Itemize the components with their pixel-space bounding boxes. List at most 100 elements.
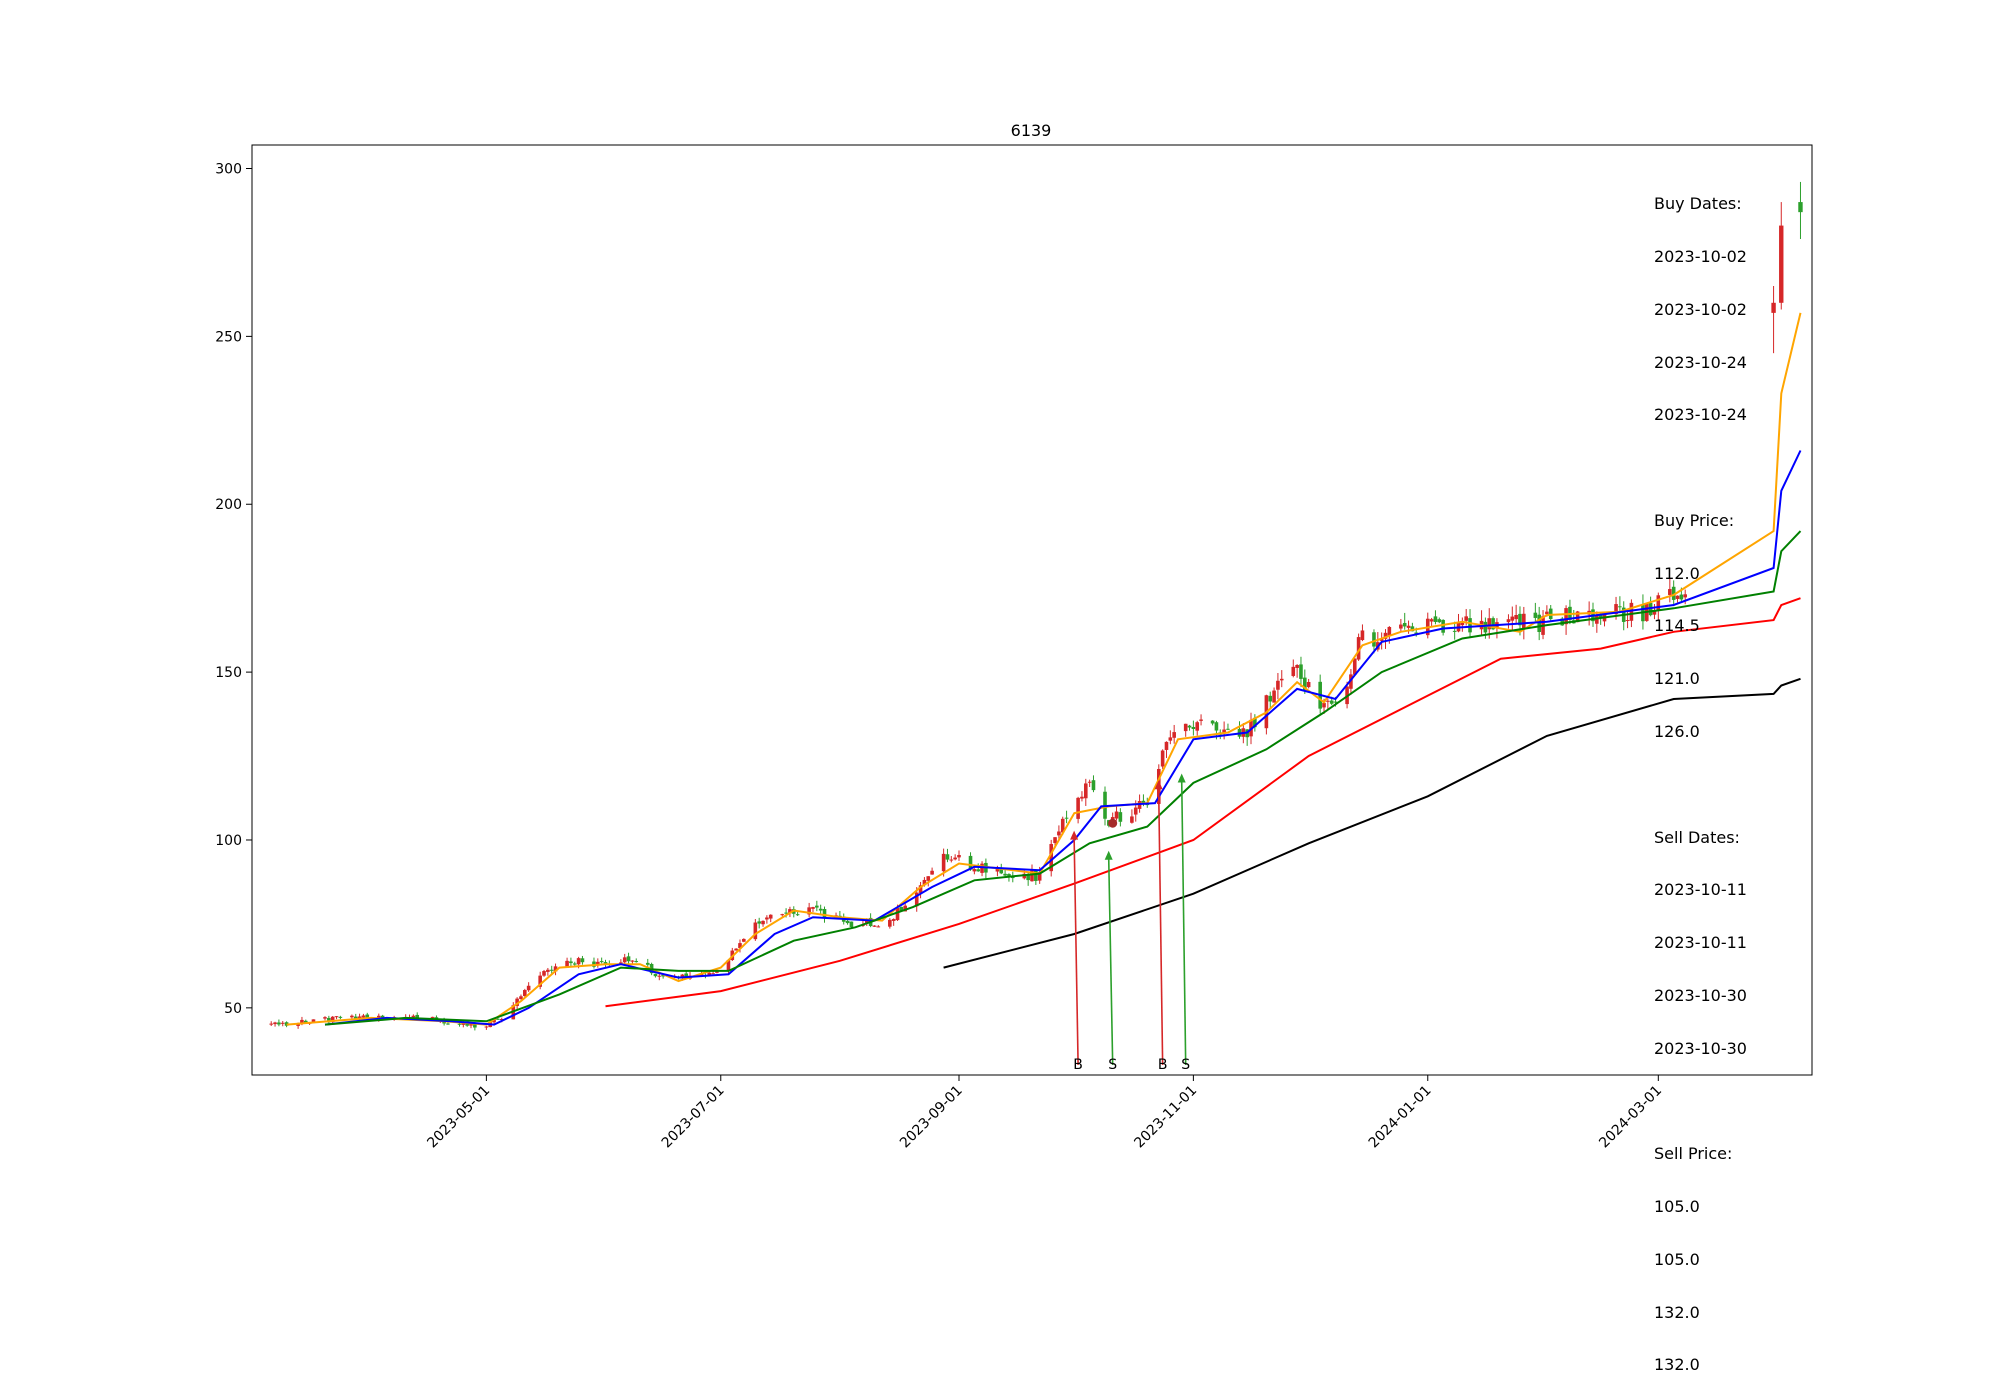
y-tick-label: 100 xyxy=(215,833,242,849)
candle-body xyxy=(872,925,877,927)
sell-price-item: 105.0 xyxy=(1654,1197,1700,1217)
candle-body xyxy=(1675,595,1680,599)
candle-body xyxy=(976,869,981,872)
candle-body xyxy=(1253,717,1257,728)
trade-arrowhead xyxy=(1177,773,1186,783)
candle-body xyxy=(1291,666,1296,676)
candle-body xyxy=(891,919,896,921)
candle-body xyxy=(1030,869,1034,882)
candle-body xyxy=(303,1020,308,1023)
candle-body xyxy=(645,962,650,965)
candle-body xyxy=(899,906,904,912)
sell-price-item: 105.0 xyxy=(1654,1249,1700,1269)
candle-body xyxy=(795,914,800,916)
candles-layer xyxy=(269,181,1803,1031)
candle-body xyxy=(1114,811,1119,819)
candle-body xyxy=(980,863,984,873)
candle-body xyxy=(768,914,773,919)
candle-body xyxy=(1010,876,1015,879)
candle-body xyxy=(1372,632,1376,647)
candle-body xyxy=(1118,812,1123,822)
sell-price-item: 132.0 xyxy=(1654,1355,1700,1375)
candle-body xyxy=(1276,680,1280,690)
candle-body xyxy=(572,963,577,965)
candle-body xyxy=(1272,690,1276,703)
candle-body xyxy=(538,975,542,987)
series-line xyxy=(324,530,1802,1026)
candle-body xyxy=(1625,620,1630,622)
candle-body xyxy=(1510,616,1515,621)
candle-body xyxy=(1222,729,1226,734)
trade-annotation: Buy Dates: 2023-10-02 2023-10-02 2023-10… xyxy=(1654,160,1747,1392)
candle-body xyxy=(519,996,523,1000)
candle-body xyxy=(1326,700,1330,702)
candle-body xyxy=(849,921,854,927)
candle-body xyxy=(327,1017,331,1023)
candle-body xyxy=(1160,750,1165,767)
candle-body xyxy=(1671,586,1676,600)
candle-body xyxy=(1514,615,1518,620)
candle-body xyxy=(1172,732,1176,738)
candle-body xyxy=(323,1017,327,1019)
candle-body xyxy=(1771,302,1776,313)
candle-body xyxy=(822,908,827,919)
sell-price-item: 132.0 xyxy=(1654,1302,1700,1322)
candle-body xyxy=(1133,807,1138,815)
trade-arrowhead xyxy=(1154,780,1163,790)
candle-body xyxy=(277,1022,281,1025)
candle-body xyxy=(807,907,811,915)
candle-body xyxy=(622,957,627,963)
candle-body xyxy=(596,961,600,966)
candle-body xyxy=(353,1016,358,1019)
candle-body xyxy=(922,879,927,886)
series-line xyxy=(605,597,1801,1008)
candle-body xyxy=(523,990,527,997)
candle-body xyxy=(945,854,950,860)
candle-body xyxy=(734,948,738,951)
candle-body xyxy=(300,1019,304,1024)
candle-body xyxy=(492,1019,496,1023)
candle-body xyxy=(811,907,815,909)
candle-body xyxy=(1333,701,1338,703)
trade-marker-label: B xyxy=(1158,1057,1168,1073)
y-axis: 50 100 150 200 250 300 xyxy=(215,162,252,1017)
candle-body xyxy=(949,859,954,861)
candle-body xyxy=(788,909,792,914)
candle-body xyxy=(484,1026,489,1028)
candle-body xyxy=(1668,589,1672,595)
candle-body xyxy=(1026,874,1030,881)
x-axis: 2023-05-01 2023-07-01 2023-09-01 2023-11-01… xyxy=(424,1075,1665,1151)
candle-body xyxy=(1683,594,1688,598)
candle-body xyxy=(430,1016,435,1018)
sell-date-item: 2023-10-30 xyxy=(1654,1038,1747,1058)
x-tick-label: 2023-09-01 xyxy=(897,1083,966,1152)
candle-body xyxy=(569,961,573,964)
candle-body xyxy=(630,960,635,962)
candle-body xyxy=(726,960,731,972)
candle-body xyxy=(1352,658,1357,675)
candle-body xyxy=(1360,630,1365,641)
y-tick-label: 250 xyxy=(215,329,242,345)
candle-body xyxy=(661,974,665,977)
candle-body xyxy=(1091,780,1096,791)
candle-body xyxy=(599,961,604,963)
candle-body xyxy=(711,973,715,975)
trade-marker-label: S xyxy=(1181,1057,1190,1073)
candle-body xyxy=(1168,737,1173,741)
candle-body xyxy=(546,969,550,972)
buy-date-item: 2023-10-24 xyxy=(1654,405,1747,425)
candle-body xyxy=(1329,700,1334,704)
candle-body xyxy=(350,1015,354,1018)
candle-body xyxy=(1087,781,1092,783)
candle-body xyxy=(553,966,558,972)
candle-body xyxy=(1183,723,1188,732)
trade-arrow xyxy=(1157,786,1164,1065)
candle-body xyxy=(1433,616,1438,622)
x-tick-label: 2023-11-01 xyxy=(1131,1083,1200,1152)
buy-date-item: 2023-10-24 xyxy=(1654,352,1747,372)
candle-body xyxy=(1322,702,1326,708)
trade-arrowhead xyxy=(1070,830,1079,840)
sell-date-item: 2023-10-11 xyxy=(1654,933,1747,953)
sell-price-label: Sell Price: xyxy=(1654,1144,1733,1164)
